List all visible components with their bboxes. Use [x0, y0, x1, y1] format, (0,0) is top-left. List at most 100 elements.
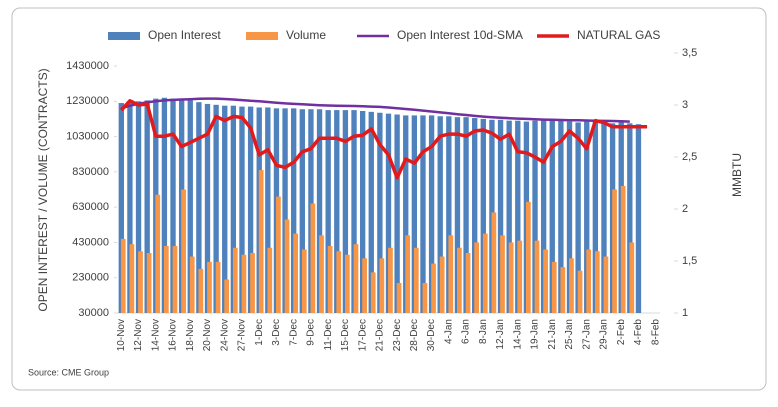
x-tick-label: 8-Feb: [650, 319, 661, 346]
bar: [584, 121, 590, 313]
bar: [482, 233, 488, 313]
bar: [353, 244, 359, 313]
bar: [189, 256, 195, 313]
bar: [239, 106, 245, 313]
bar: [362, 258, 367, 313]
legend-label: Open Interest: [148, 28, 221, 42]
x-tick-label: 7-Dec: [288, 319, 299, 346]
bar: [497, 119, 504, 313]
x-tick-label: 1-Dec: [254, 319, 265, 346]
x-tick-label: 21-Dec: [375, 319, 386, 351]
y2-tick-label: 2,5: [682, 151, 697, 163]
bar: [586, 249, 592, 313]
bar: [439, 256, 445, 313]
x-tick-label: 14-Nov: [150, 319, 161, 351]
y-tick-label: 30000: [78, 307, 109, 319]
bar: [258, 170, 264, 313]
bar: [601, 122, 607, 313]
bar: [299, 109, 305, 313]
bar: [370, 272, 376, 313]
x-tick-label: 19-Jan: [530, 319, 541, 350]
bar: [577, 270, 583, 313]
y-tick-label: 1430000: [66, 60, 109, 72]
bar: [215, 261, 221, 313]
bar: [506, 120, 512, 313]
x-tick-label: 17-Dec: [357, 319, 368, 351]
bar: [368, 111, 374, 313]
bar: [181, 189, 186, 313]
legend-swatch: [108, 32, 140, 40]
bar: [144, 100, 150, 314]
bar: [316, 109, 323, 313]
bar: [267, 247, 273, 313]
y2-tick-label: 1,5: [682, 255, 697, 267]
bar: [422, 283, 428, 313]
x-tick-label: 10-Nov: [116, 319, 127, 351]
bar: [517, 240, 523, 313]
bar: [627, 123, 633, 313]
x-tick-label: 9-Dec: [306, 319, 317, 346]
bar: [155, 194, 161, 313]
bar: [472, 118, 478, 314]
bar: [543, 249, 548, 313]
bar: [463, 117, 469, 314]
legend-label: Volume: [286, 28, 326, 42]
bar: [379, 258, 385, 313]
bar: [230, 105, 237, 313]
bar: [327, 245, 333, 313]
bar: [474, 242, 479, 313]
x-tick-label: 29-Jan: [599, 319, 610, 350]
x-tick-label: 27-Jan: [581, 319, 592, 350]
x-tick-label: 3-Dec: [271, 319, 282, 346]
x-tick-label: 28-Dec: [409, 319, 420, 351]
bar: [276, 196, 281, 313]
bar: [265, 107, 271, 313]
bar: [170, 98, 176, 313]
bar: [575, 122, 581, 313]
bar: [566, 121, 573, 313]
bar: [196, 102, 202, 314]
x-tick-label: 23-Dec: [392, 319, 403, 351]
line: [120, 97, 630, 123]
bar: [334, 110, 340, 313]
bar: [629, 242, 635, 313]
bar: [569, 258, 574, 313]
bar: [146, 253, 152, 313]
x-tick-label: 21-Jan: [547, 319, 558, 350]
bar: [172, 245, 178, 313]
bar: [207, 261, 212, 313]
legend-label: Open Interest 10d-SMA: [397, 28, 523, 42]
bar: [515, 120, 521, 313]
bar: [594, 251, 600, 313]
x-tick-label: 4-Jan: [443, 319, 454, 344]
x-tick-label: 30-Dec: [426, 319, 437, 351]
bar: [250, 253, 255, 313]
legend-label: NATURAL GAS: [577, 28, 660, 42]
x-tick-label: 15-Dec: [340, 319, 351, 351]
x-tick-label: 25-Jan: [564, 319, 575, 350]
bar: [620, 185, 626, 313]
bar: [301, 249, 307, 313]
y2-tick-label: 3: [682, 99, 688, 111]
bar: [291, 108, 297, 313]
bar: [457, 247, 462, 313]
bar: [405, 235, 411, 313]
bar: [377, 112, 383, 313]
bar: [344, 254, 350, 313]
y-tick-label: 230000: [72, 272, 109, 284]
bar: [293, 233, 298, 313]
x-tick-label: 27-Nov: [237, 319, 248, 351]
x-tick-label: 12-Jan: [495, 319, 506, 350]
bar: [127, 102, 133, 314]
bar: [135, 101, 142, 314]
bar: [549, 119, 555, 313]
bar: [465, 253, 471, 313]
bar: [525, 201, 531, 313]
bar: [411, 115, 418, 314]
bar: [403, 115, 409, 314]
bar: [120, 238, 126, 313]
bar: [282, 108, 288, 313]
bar: [319, 235, 324, 313]
